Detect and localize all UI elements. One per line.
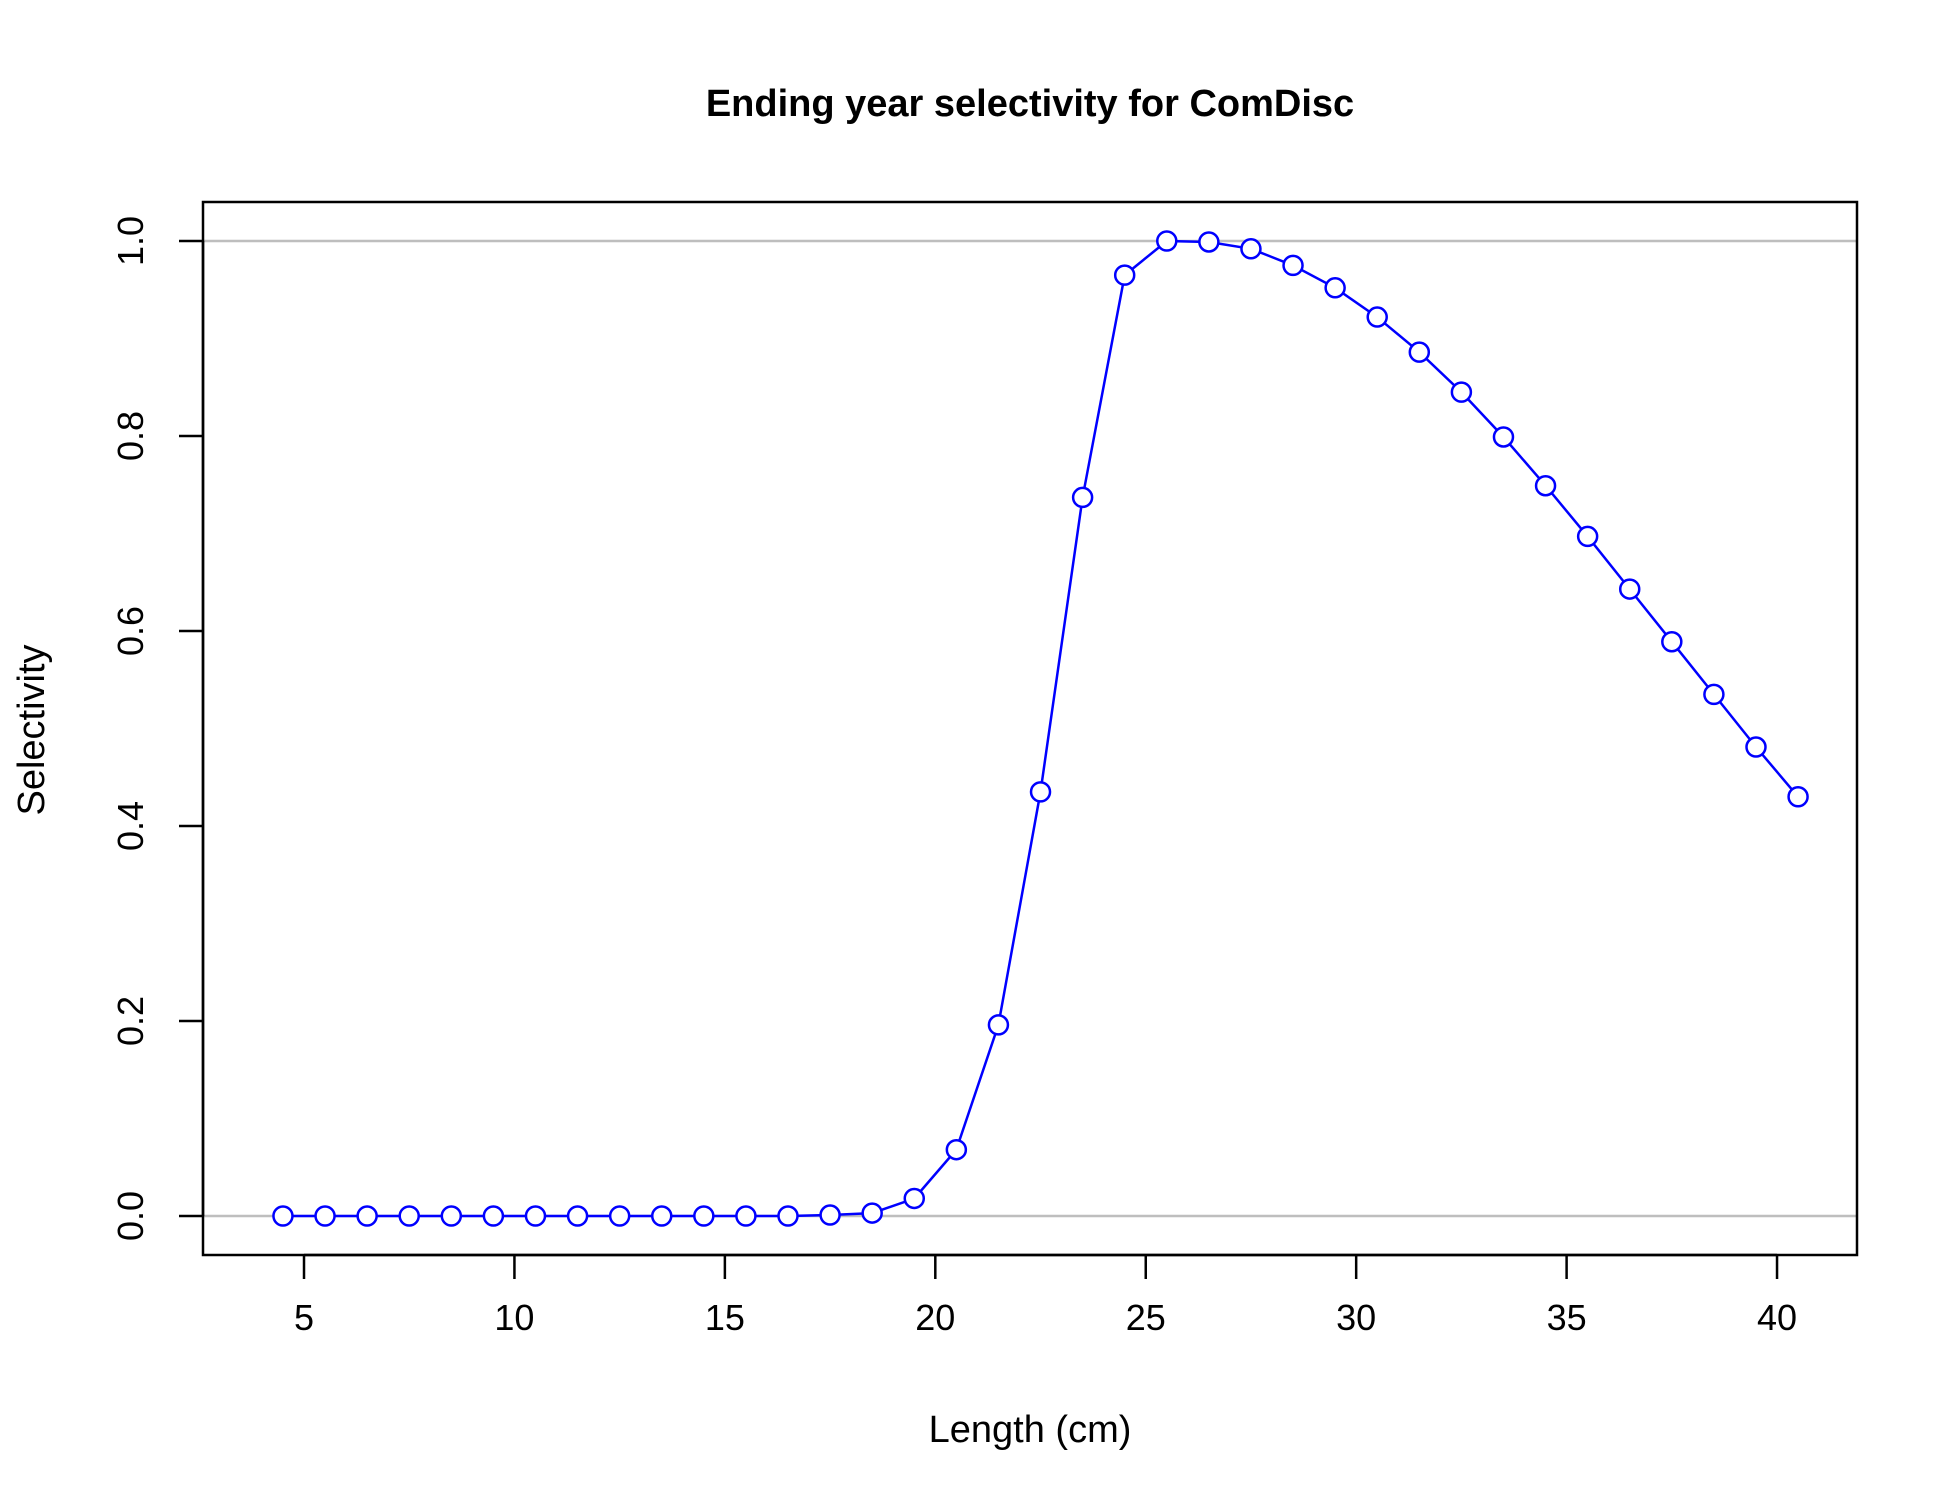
series-line (283, 239, 1800, 1218)
data-point (272, 1205, 294, 1227)
data-point (314, 1205, 336, 1227)
data-point (1576, 525, 1599, 548)
data-point (1492, 426, 1515, 448)
data-point (1113, 264, 1136, 286)
y-axis-label: Selectivity (11, 644, 53, 815)
data-point (903, 1187, 926, 1210)
data-point (693, 1205, 715, 1227)
x-tick-label: 15 (705, 1297, 745, 1338)
series-layer (272, 230, 1809, 1227)
data-point (482, 1205, 505, 1227)
data-point (1366, 306, 1388, 328)
data-point (1618, 578, 1641, 600)
x-tick-label: 5 (294, 1297, 314, 1338)
plot-frame (201, 200, 1859, 1257)
y-tick-label: 0.6 (110, 606, 151, 656)
y-tick-label: 0.4 (110, 801, 151, 851)
x-tick-label: 30 (1336, 1297, 1376, 1338)
data-point (1787, 786, 1809, 808)
data-point (735, 1205, 757, 1227)
data-point (1408, 341, 1431, 363)
data-point (1324, 277, 1346, 299)
reference-lines (203, 239, 1857, 1218)
data-point (987, 1014, 1010, 1036)
data-point (777, 1205, 799, 1227)
data-point (861, 1202, 883, 1224)
data-point (1198, 231, 1220, 253)
data-point (608, 1205, 631, 1227)
data-point (1240, 238, 1262, 260)
data-point (945, 1138, 968, 1161)
chart-title: Ending year selectivity for ComDisc (706, 83, 1354, 125)
x-tick-label: 35 (1547, 1297, 1587, 1338)
x-tick-label: 10 (494, 1297, 534, 1338)
data-point (1450, 381, 1473, 403)
data-point (1282, 254, 1304, 277)
data-point (1703, 683, 1725, 706)
y-tick-label: 0.8 (110, 411, 151, 461)
data-point (398, 1205, 420, 1227)
x-axis-label: Length (cm) (929, 1409, 1132, 1451)
data-point (819, 1204, 841, 1226)
data-point (650, 1205, 673, 1227)
x-tick-label: 40 (1757, 1297, 1797, 1338)
data-point (566, 1205, 589, 1227)
data-point (524, 1205, 547, 1227)
data-point (1156, 230, 1178, 252)
x-tick-label: 25 (1126, 1297, 1166, 1338)
data-point (1745, 736, 1767, 758)
y-axis: 0.0 0.2 0.4 0.6 0.8 1.0 (110, 216, 205, 1241)
y-tick-label: 1.0 (110, 216, 151, 266)
y-tick-label: 0.0 (110, 1191, 151, 1241)
x-axis: 5 10 15 20 25 30 35 40 (294, 1253, 1797, 1338)
data-point (1029, 781, 1052, 803)
data-point (1661, 630, 1683, 653)
x-tick-label: 20 (915, 1297, 955, 1338)
data-point (356, 1205, 378, 1227)
y-tick-label: 0.2 (110, 996, 151, 1046)
data-point (440, 1205, 463, 1227)
data-point (1071, 486, 1094, 509)
data-point (1534, 474, 1557, 497)
